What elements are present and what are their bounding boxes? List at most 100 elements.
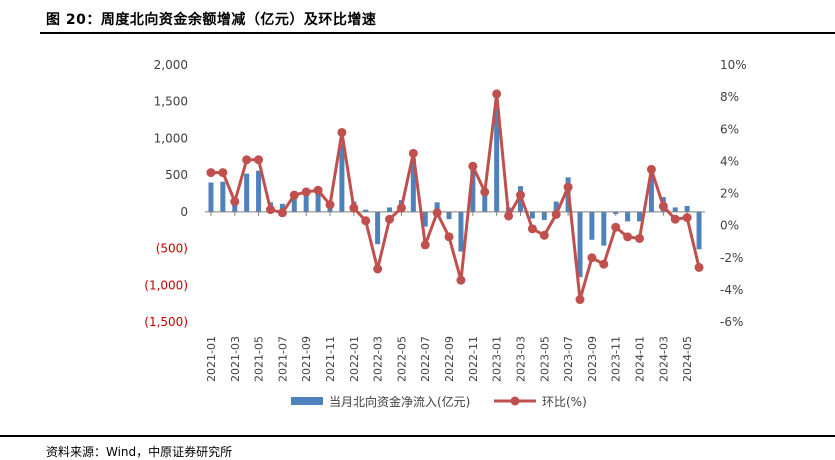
- bar: [387, 207, 393, 212]
- left-tick-label: (1,000): [144, 278, 188, 292]
- left-axis-ticks: 2,000 1,500 1,000 500 0 (500) (1,000) (1,500): [144, 58, 188, 329]
- legend-bar-label: 当月北向资金净流入(亿元): [329, 394, 470, 409]
- line-point: [575, 295, 585, 305]
- bar: [470, 168, 476, 212]
- x-tick-label: 2021-01: [205, 336, 218, 382]
- bar: [363, 209, 369, 212]
- line-point: [385, 214, 395, 224]
- chart-legend: 当月北向资金净流入(亿元) 环比(%): [291, 394, 587, 409]
- line-point: [361, 216, 371, 226]
- x-tick-label: 2021-09: [300, 336, 313, 382]
- x-tick-label: 2022-01: [348, 336, 361, 382]
- line-point: [646, 164, 656, 174]
- legend-line-label: 环比(%): [542, 395, 587, 409]
- right-tick-label: 10%: [720, 58, 747, 72]
- bar: [422, 211, 428, 227]
- line-series: [206, 89, 704, 305]
- bar: [303, 190, 309, 212]
- figure-header: 图 20：周度北向资金余额增减（亿元）及环比增速: [0, 0, 835, 34]
- bar: [434, 202, 440, 212]
- line-point: [265, 205, 275, 215]
- left-tick-label: 2,000: [154, 58, 188, 72]
- bar: [494, 109, 500, 212]
- figure-title: 图 20：周度北向资金余额增减（亿元）及环比增速: [46, 12, 377, 28]
- left-tick-label: (1,500): [144, 315, 188, 329]
- line-point: [551, 209, 561, 219]
- line-point: [492, 89, 502, 99]
- line-point: [635, 233, 645, 243]
- bar-series: [208, 109, 702, 278]
- x-tick-label: 2024-05: [681, 336, 694, 382]
- line-point: [349, 203, 359, 213]
- line-point: [599, 259, 609, 269]
- bar: [637, 211, 643, 222]
- bar: [482, 188, 488, 212]
- line-point: [230, 197, 240, 207]
- x-tick-label: 2023-05: [538, 336, 551, 382]
- line-point: [432, 208, 442, 218]
- x-tick-label: 2024-01: [634, 336, 647, 382]
- line-point: [444, 232, 454, 242]
- right-axis-ticks: 10% 8% 6% 4% 2% 0% -2% -4% -6%: [720, 58, 747, 329]
- line-point: [623, 232, 633, 242]
- line-point: [468, 161, 478, 171]
- x-axis-ticks: 2021-01 2021-03 2021-05 2021-07 2021-09 2021-…: [205, 211, 694, 382]
- right-tick-label: 0%: [720, 219, 739, 233]
- top-rule: [40, 32, 835, 34]
- line-point: [539, 230, 549, 240]
- bar: [684, 205, 690, 212]
- right-tick-label: -2%: [720, 251, 743, 265]
- x-tick-label: 2024-03: [657, 336, 670, 382]
- line-point: [682, 213, 692, 223]
- right-tick-label: -4%: [720, 283, 743, 297]
- line-point: [527, 224, 537, 234]
- bar: [458, 211, 464, 252]
- x-tick-label: 2023-03: [514, 336, 527, 382]
- left-tick-label: 500: [165, 168, 188, 182]
- right-tick-label: 2%: [720, 187, 739, 201]
- bar: [339, 143, 345, 212]
- bar: [244, 173, 250, 212]
- line-point: [504, 211, 514, 221]
- line-point: [337, 127, 347, 137]
- line-point: [456, 275, 466, 285]
- x-tick-label: 2022-03: [372, 336, 385, 382]
- right-tick-label: 6%: [720, 122, 739, 136]
- left-tick-label: (500): [156, 242, 188, 256]
- bar: [410, 158, 416, 212]
- line-point: [670, 214, 680, 224]
- line-point: [301, 187, 311, 197]
- bar: [220, 181, 226, 212]
- x-tick-label: 2021-11: [324, 336, 337, 382]
- line-point: [289, 190, 299, 200]
- x-tick-label: 2023-07: [562, 336, 575, 382]
- bar: [625, 211, 631, 222]
- x-tick-label: 2021-05: [253, 336, 266, 382]
- bar: [315, 188, 321, 212]
- bar: [279, 203, 285, 212]
- bar: [291, 198, 297, 212]
- x-tick-label: 2022-11: [467, 336, 480, 382]
- x-tick-label: 2023-01: [491, 336, 504, 382]
- x-tick-label: 2023-09: [586, 336, 599, 382]
- right-tick-label: -6%: [720, 315, 743, 329]
- line-point: [218, 168, 228, 178]
- bar: [529, 211, 535, 219]
- line-point: [515, 190, 525, 200]
- line-point: [254, 155, 264, 165]
- line-point: [396, 203, 406, 213]
- right-tick-label: 8%: [720, 90, 739, 104]
- x-tick-label: 2022-09: [443, 336, 456, 382]
- bar: [208, 182, 214, 212]
- line-point: [420, 240, 430, 250]
- line-point: [373, 264, 383, 274]
- line-point: [658, 201, 668, 211]
- line-point: [694, 262, 704, 272]
- right-tick-label: 4%: [720, 154, 739, 168]
- bar: [553, 201, 559, 212]
- line-point: [408, 148, 418, 158]
- line-point: [206, 168, 216, 178]
- line-point: [242, 155, 252, 165]
- x-tick-label: 2021-07: [276, 336, 289, 382]
- line-point: [563, 182, 573, 192]
